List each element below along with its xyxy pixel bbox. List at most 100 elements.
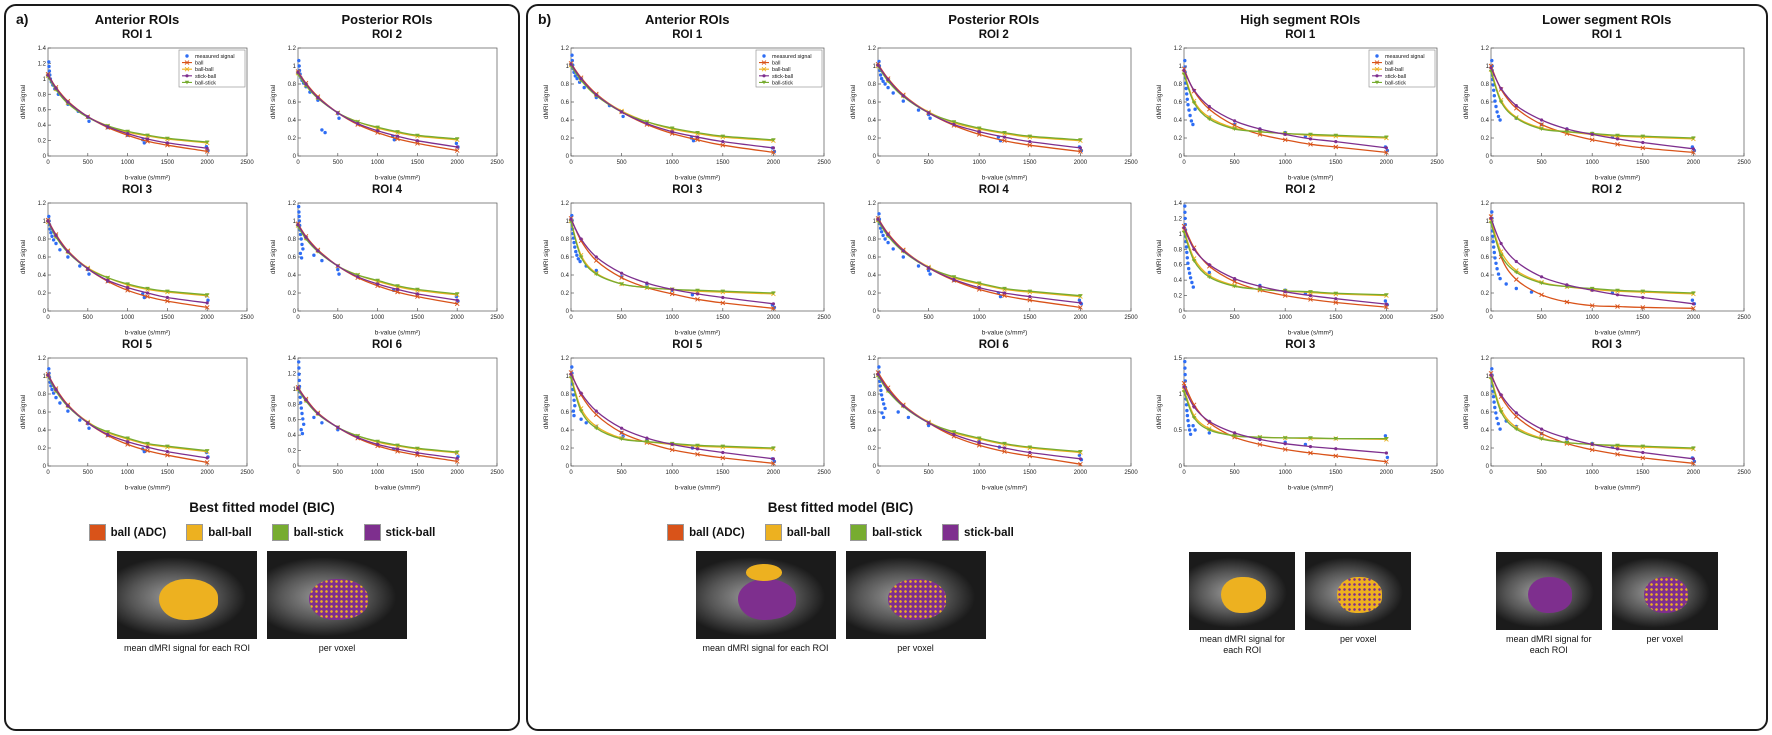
x-axis-label: b-value (s/mm²) [125, 330, 171, 337]
svg-text:0.8: 0.8 [1174, 82, 1183, 88]
svg-text:0.8: 0.8 [561, 392, 570, 398]
svg-text:1: 1 [293, 219, 297, 225]
svg-text:2000: 2000 [767, 470, 781, 476]
svg-text:ball: ball [195, 61, 203, 67]
roi-plot: ROI 2 0 500 1000 1500 2000 2500 0 0.2 0.4 0.6 0.8 1 1… [268, 28, 506, 182]
panel-label-b: b) [538, 11, 552, 27]
svg-text:0.4: 0.4 [867, 428, 876, 434]
svg-text:1000: 1000 [371, 160, 385, 166]
svg-text:1000: 1000 [1585, 160, 1599, 166]
svg-text:0: 0 [570, 470, 574, 476]
column-anterior-rois: Anterior ROIs ROI 1 0 500 1000 1500 2000 2500 0 0… [534, 10, 841, 492]
svg-text:0.8: 0.8 [1480, 82, 1489, 88]
y-axis-label: dMRI signal [543, 239, 550, 274]
svg-text:1500: 1500 [716, 160, 730, 166]
svg-text:0: 0 [296, 315, 300, 321]
mri-figure: mean dMRI signal for each ROI [117, 551, 257, 654]
svg-text:1.2: 1.2 [288, 371, 297, 377]
roi-plot: ROI 1 0 500 1000 1500 2000 2500 0 0.2 0.4 0.6 0.8 1 1… [1154, 28, 1446, 182]
plot-title: ROI 2 [978, 29, 1009, 41]
svg-text:1.2: 1.2 [561, 356, 570, 362]
mri-image [1189, 552, 1296, 630]
svg-text:2000: 2000 [451, 160, 465, 166]
svg-text:ball-ball: ball-ball [772, 67, 791, 73]
column-anterior-rois: Anterior ROIs ROI 1 0 500 1000 1500 2000 2500 0 0… [12, 10, 262, 492]
svg-text:1500: 1500 [411, 470, 425, 476]
roi-plot-canvas: 0 500 1000 1500 2000 2500 0 0.5 1 1.5 b-value (s/m… [1156, 356, 1444, 492]
svg-text:ball: ball [1385, 61, 1393, 67]
mri-image [1611, 552, 1718, 630]
svg-text:0: 0 [876, 470, 880, 476]
mri-image [695, 551, 836, 639]
svg-text:1500: 1500 [1023, 160, 1037, 166]
svg-text:500: 500 [1230, 470, 1241, 476]
svg-text:2500: 2500 [818, 470, 832, 476]
svg-text:1: 1 [43, 77, 47, 83]
svg-text:500: 500 [1230, 160, 1241, 166]
mri-caption: per voxel [318, 643, 356, 653]
svg-text:1.2: 1.2 [867, 201, 876, 207]
svg-text:1: 1 [43, 374, 47, 380]
svg-text:500: 500 [923, 315, 934, 321]
svg-text:1500: 1500 [1636, 470, 1650, 476]
svg-text:0: 0 [46, 470, 50, 476]
bic-entry-label: ball-stick [872, 526, 923, 539]
svg-text:1: 1 [1179, 392, 1183, 398]
svg-text:stick-ball: stick-ball [772, 74, 793, 80]
svg-text:0.4: 0.4 [38, 123, 47, 129]
svg-text:0.2: 0.2 [867, 446, 876, 452]
y-axis-label: dMRI signal [543, 84, 550, 119]
svg-text:2500: 2500 [490, 315, 504, 321]
svg-text:0.6: 0.6 [1480, 410, 1489, 416]
svg-text:0.2: 0.2 [1174, 294, 1183, 300]
svg-text:1.2: 1.2 [38, 61, 47, 67]
svg-text:1: 1 [566, 219, 570, 225]
svg-text:0: 0 [566, 309, 570, 315]
plot-title: ROI 3 [121, 184, 153, 196]
roi-plot-canvas: 0 500 1000 1500 2000 2500 0 0.2 0.4 0.6 0.8 1 1.2 b-v… [1463, 356, 1751, 492]
svg-text:2000: 2000 [1686, 470, 1700, 476]
column-header: Anterior ROIs [94, 12, 180, 27]
svg-text:0.6: 0.6 [38, 255, 47, 261]
svg-text:0: 0 [566, 464, 570, 470]
roi-plot-canvas: 0 500 1000 1500 2000 2500 0 0.2 0.4 0.6 0.8 1 1.2 b-v… [20, 201, 254, 337]
svg-text:1.4: 1.4 [288, 356, 297, 362]
svg-text:1500: 1500 [1023, 470, 1037, 476]
roi-plot: ROI 2 0 500 1000 1500 2000 2500 0 0.2 0.4 0.6 0.8 1 1… [848, 28, 1140, 182]
svg-text:1500: 1500 [716, 315, 730, 321]
roi-plot-canvas: 0 500 1000 1500 2000 2500 0 0.2 0.4 0.6 0.8 1 1.2 b-v… [543, 46, 831, 182]
roi-plot: ROI 1 0 500 1000 1500 2000 2500 0 0.2 0.4 0.6 0.8 1 1… [1461, 28, 1753, 182]
y-axis-label: dMRI signal [20, 239, 27, 274]
bottom-group-1: Best fitted model (BIC) ball (ADC) ball-ba… [534, 496, 1147, 727]
svg-text:1500: 1500 [1329, 470, 1343, 476]
bic-entry-ball-adc: ball (ADC) [667, 524, 745, 541]
mri-image [267, 551, 407, 639]
svg-text:0.5: 0.5 [1174, 428, 1183, 434]
svg-text:0: 0 [46, 160, 50, 166]
x-axis-label: b-value (s/mm²) [675, 330, 721, 337]
svg-text:1000: 1000 [972, 470, 986, 476]
column-header: Posterior ROIs [341, 12, 433, 27]
column-posterior-rois: Posterior ROIs ROI 2 0 500 1000 1500 2000 2500 0… [841, 10, 1148, 492]
svg-text:0.8: 0.8 [867, 82, 876, 88]
mri-figure: per voxel [1611, 552, 1718, 656]
svg-text:1000: 1000 [121, 160, 135, 166]
svg-text:0.2: 0.2 [288, 136, 297, 142]
svg-text:0: 0 [296, 160, 300, 166]
svg-text:2500: 2500 [1431, 315, 1445, 321]
svg-text:1500: 1500 [1329, 315, 1343, 321]
svg-text:1: 1 [1485, 219, 1489, 225]
roi-plot-canvas: 0 500 1000 1500 2000 2500 0 0.2 0.4 0.6 0.8 1 1.2 b-v… [543, 356, 832, 492]
svg-text:1000: 1000 [666, 160, 680, 166]
svg-text:1: 1 [1485, 374, 1489, 380]
svg-text:0.6: 0.6 [288, 255, 297, 261]
bic-legend-title: Best fitted model (BIC) [767, 500, 914, 515]
svg-text:2500: 2500 [1124, 470, 1138, 476]
svg-text:2000: 2000 [767, 315, 781, 321]
roi-plot-canvas: 0 500 1000 1500 2000 2500 0 0.2 0.4 0.6 0.8 1 1.2 b-v… [270, 201, 504, 337]
plot-title: ROI 6 [371, 339, 403, 351]
svg-text:2500: 2500 [1431, 160, 1445, 166]
svg-text:0.8: 0.8 [38, 237, 47, 243]
roi-plot-canvas: 0 500 1000 1500 2000 2500 0 0.2 0.4 0.6 0.8 1 1.2 b-v… [850, 46, 1138, 182]
svg-text:0: 0 [293, 309, 297, 315]
